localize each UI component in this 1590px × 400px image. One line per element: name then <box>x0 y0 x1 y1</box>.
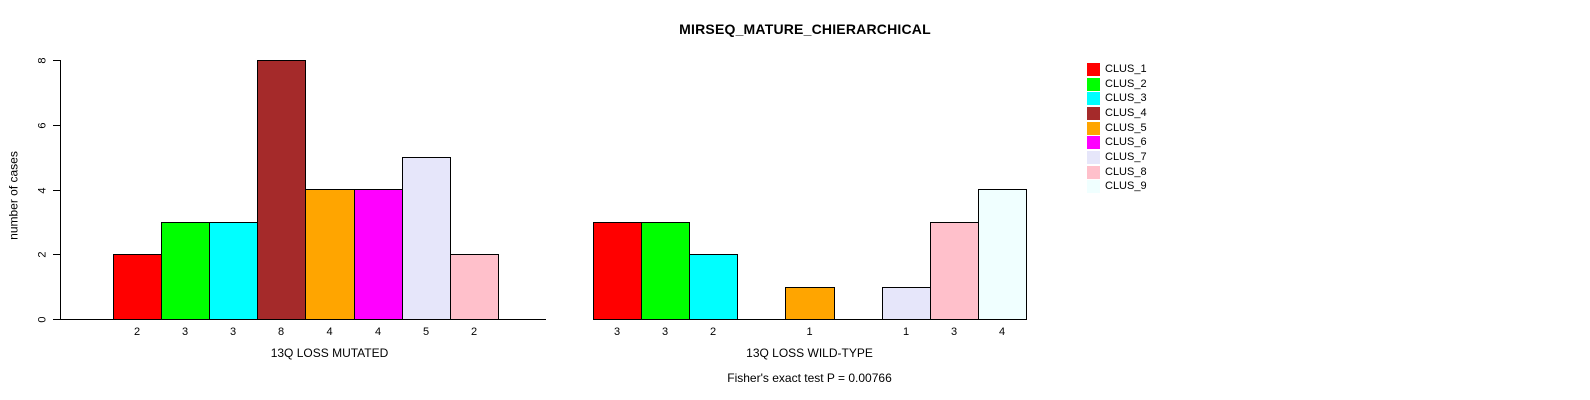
legend-color-swatch <box>1087 62 1100 76</box>
bar-CLUS_4 <box>257 60 306 320</box>
y-axis-tick-label: 6 <box>36 122 49 129</box>
legend-item-CLUS_7: CLUS_7 <box>1087 150 1147 165</box>
bar-value-label-CLUS_2: 3 <box>661 326 669 338</box>
bar-value-label-CLUS_7: 5 <box>422 326 430 338</box>
bar-CLUS_8 <box>930 222 979 320</box>
y-axis-tick-label: 8 <box>36 57 49 64</box>
legend-item-CLUS_8: CLUS_8 <box>1087 165 1147 180</box>
legend-label: CLUS_3 <box>1105 92 1147 105</box>
legend-item-CLUS_1: CLUS_1 <box>1087 62 1147 77</box>
bar-CLUS_2 <box>161 222 210 320</box>
legend-item-CLUS_9: CLUS_9 <box>1087 180 1147 195</box>
legend-color-swatch <box>1087 180 1100 194</box>
bars-layer: 3 3 2 1 1 3 4 <box>593 60 1027 338</box>
fisher-test-annotation: Fisher's exact test P = 0.00766 <box>727 371 892 385</box>
y-axis-tick <box>53 60 61 61</box>
bar-CLUS_7 <box>882 287 931 320</box>
bar-value-label-CLUS_8: 2 <box>470 326 478 338</box>
bars-layer: 2 3 3 8 4 4 5 2 <box>113 60 546 338</box>
legend: CLUS_1 CLUS_2 CLUS_3 CLUS_4 CLUS_5 CLUS_6 CLUS… <box>1087 62 1147 194</box>
legend-label: CLUS_7 <box>1105 150 1147 163</box>
bar-CLUS_5 <box>305 189 355 320</box>
y-axis-tick <box>53 190 61 191</box>
legend-item-CLUS_5: CLUS_5 <box>1087 121 1147 136</box>
y-axis-title: number of cases <box>6 151 21 240</box>
x-axis-title-wild-type: 13Q LOSS WILD-TYPE <box>746 346 873 360</box>
bar-value-label-CLUS_3: 3 <box>229 326 237 338</box>
panel-13q-loss-wild-type: 3 3 2 1 1 3 4 13Q LOSS WILD-TYPE <box>593 60 1027 360</box>
y-axis-tick-label: 4 <box>36 187 49 194</box>
bar-value-label-CLUS_5: 4 <box>326 326 333 338</box>
panel-13q-loss-mutated: 2 3 3 8 4 4 5 2 13Q LOSS MUTATED 0 2 4 6 8 <box>37 57 546 360</box>
legend-label: CLUS_8 <box>1105 165 1147 178</box>
y-axis-tick <box>53 254 61 255</box>
bar-CLUS_5 <box>785 287 835 320</box>
bar-CLUS_1 <box>593 222 642 320</box>
legend-color-swatch <box>1087 150 1100 164</box>
bar-CLUS_6 <box>354 189 403 320</box>
x-axis-title-mutated: 13Q LOSS MUTATED <box>270 346 389 360</box>
legend-label: CLUS_5 <box>1105 121 1147 134</box>
bar-CLUS_9 <box>978 189 1027 320</box>
bar-value-label-CLUS_5: 1 <box>806 326 813 338</box>
bar-value-label-CLUS_8: 3 <box>950 326 958 338</box>
legend-color-swatch <box>1087 121 1100 135</box>
legend-color-swatch <box>1087 92 1100 106</box>
legend-item-CLUS_3: CLUS_3 <box>1087 91 1147 106</box>
y-axis-tick <box>53 319 61 320</box>
bar-CLUS_3 <box>689 254 738 320</box>
legend-label: CLUS_1 <box>1105 62 1147 75</box>
legend-label: CLUS_4 <box>1105 106 1147 119</box>
bar-CLUS_2 <box>641 222 690 320</box>
legend-item-CLUS_6: CLUS_6 <box>1087 135 1147 150</box>
legend-item-CLUS_2: CLUS_2 <box>1087 77 1147 92</box>
chart-title: MIRSEQ_MATURE_CHIERARCHICAL <box>679 21 931 37</box>
bar-value-label-CLUS_2: 3 <box>181 326 189 338</box>
bar-value-label-CLUS_1: 3 <box>613 326 621 338</box>
bar-value-label-CLUS_7: 1 <box>902 326 910 338</box>
legend-color-swatch <box>1087 77 1100 91</box>
y-axis-tick <box>53 125 61 126</box>
bar-value-label-CLUS_9: 4 <box>998 326 1006 338</box>
bar-CLUS_8 <box>450 254 499 320</box>
bar-value-label-CLUS_1: 2 <box>133 326 141 338</box>
bar-CLUS_7 <box>402 157 451 320</box>
legend-color-swatch <box>1087 165 1100 179</box>
legend-color-swatch <box>1087 136 1100 150</box>
bar-value-label-CLUS_4: 8 <box>277 326 285 338</box>
y-axis-tick-label: 0 <box>36 316 49 323</box>
legend-label: CLUS_9 <box>1105 180 1147 193</box>
bar-CLUS_1 <box>113 254 162 320</box>
y-axis-tick-label: 2 <box>36 251 49 258</box>
legend-item-CLUS_4: CLUS_4 <box>1087 106 1147 121</box>
bar-value-label-CLUS_3: 2 <box>709 326 717 338</box>
legend-color-swatch <box>1087 106 1100 120</box>
legend-label: CLUS_6 <box>1105 136 1147 149</box>
bar-CLUS_3 <box>209 222 258 320</box>
bar-value-label-CLUS_6: 4 <box>374 326 382 338</box>
legend-label: CLUS_2 <box>1105 77 1147 90</box>
